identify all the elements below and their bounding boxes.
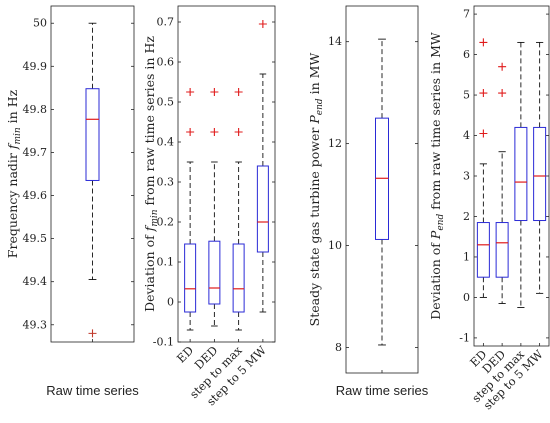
iqr-box	[184, 243, 197, 313]
iqr-box	[232, 243, 245, 313]
y-tick-label: 12	[328, 137, 342, 150]
outlier-marker	[210, 128, 219, 136]
outlier-marker	[479, 38, 488, 47]
box-1	[184, 88, 197, 331]
y-tick-label: 49.5	[23, 232, 48, 245]
outlier-marker	[479, 129, 488, 138]
y-tick-label: 49.3	[23, 318, 48, 331]
iqr-box	[85, 88, 100, 181]
box-3	[232, 88, 245, 331]
y-tick-label: 3	[463, 170, 470, 183]
y-tick-label: 7	[463, 8, 470, 21]
outlier-marker	[498, 62, 507, 71]
y-tick-label: 0.1	[157, 256, 175, 269]
y-axis-label: Steady state gas turbine power Pend in M…	[307, 53, 325, 327]
outlier-marker	[258, 20, 267, 28]
chart-panel-4: -1 0 1 2 3 4 5 6 7 Deviation of Pend from raw tim…	[428, 5, 550, 412]
y-axis-label: Frequency nadir fmin in Hz	[5, 89, 23, 258]
outlier-marker	[88, 329, 97, 338]
plot-frame	[177, 5, 276, 343]
y-tick-label: -1	[459, 331, 470, 344]
y-tick-label: 0.5	[157, 96, 175, 109]
box-2	[208, 88, 221, 327]
y-tick-label: 0.7	[157, 16, 175, 29]
box-2	[495, 62, 509, 304]
outlier-marker	[234, 128, 243, 136]
outlier-marker	[234, 88, 243, 96]
chart-panel-2: -0.1 0 0.1 0.2 0.3 0.4 0.5 0.6 0.7 Deviation of f…	[142, 5, 276, 408]
outlier-marker	[210, 88, 219, 96]
y-tick-label: 50	[33, 17, 47, 30]
box-4	[533, 41, 547, 294]
y-tick-label: 49.4	[23, 275, 48, 288]
y-tick-label: 0.3	[157, 176, 175, 189]
iqr-box	[533, 126, 547, 222]
outlier-marker	[186, 88, 195, 96]
y-tick-label: 0.2	[157, 216, 175, 229]
y-axis-label: Deviation of fmin from raw time series i…	[142, 36, 160, 312]
y-tick-label: 0	[167, 296, 174, 309]
iqr-box	[495, 222, 509, 278]
outlier-marker	[186, 128, 195, 136]
y-tick-label: 2	[463, 210, 470, 223]
chart-panel-1: 49.3 49.4 49.5 49.6 49.7 49.8 49.9 50 Frequency …	[5, 5, 139, 398]
y-tick-label: 0.6	[157, 56, 175, 69]
y-tick-label: 6	[463, 48, 470, 61]
y-tick-label: 49.7	[23, 146, 48, 159]
y-axis-label: Deviation of Pend from raw time series i…	[428, 32, 446, 320]
box-1	[375, 38, 389, 346]
iqr-box	[208, 240, 221, 305]
y-tick-label: 49.8	[23, 103, 48, 116]
y-tick-label: 49.9	[23, 60, 48, 73]
y-tick-label: 1	[463, 250, 470, 263]
box-3	[514, 41, 528, 308]
category-label: Raw time series	[336, 383, 429, 398]
outlier-marker	[479, 89, 488, 98]
iqr-box	[476, 222, 490, 278]
y-tick-label: 14	[328, 35, 342, 48]
box-4	[256, 20, 269, 313]
box-1	[476, 38, 490, 298]
y-tick-label: 0	[463, 291, 470, 304]
y-tick-label: 4	[463, 129, 470, 142]
y-tick-label: 0.4	[157, 136, 175, 149]
iqr-box	[256, 165, 269, 253]
iqr-box	[514, 126, 528, 222]
y-tick-label: 10	[328, 239, 342, 252]
y-tick-label: -0.1	[153, 336, 174, 349]
y-tick-label: 49.6	[23, 189, 48, 202]
category-label: Raw time series	[46, 383, 139, 398]
outlier-marker	[498, 89, 507, 98]
box-1	[85, 22, 100, 338]
y-tick-label: 8	[335, 341, 342, 354]
y-tick-label: 5	[463, 89, 470, 102]
